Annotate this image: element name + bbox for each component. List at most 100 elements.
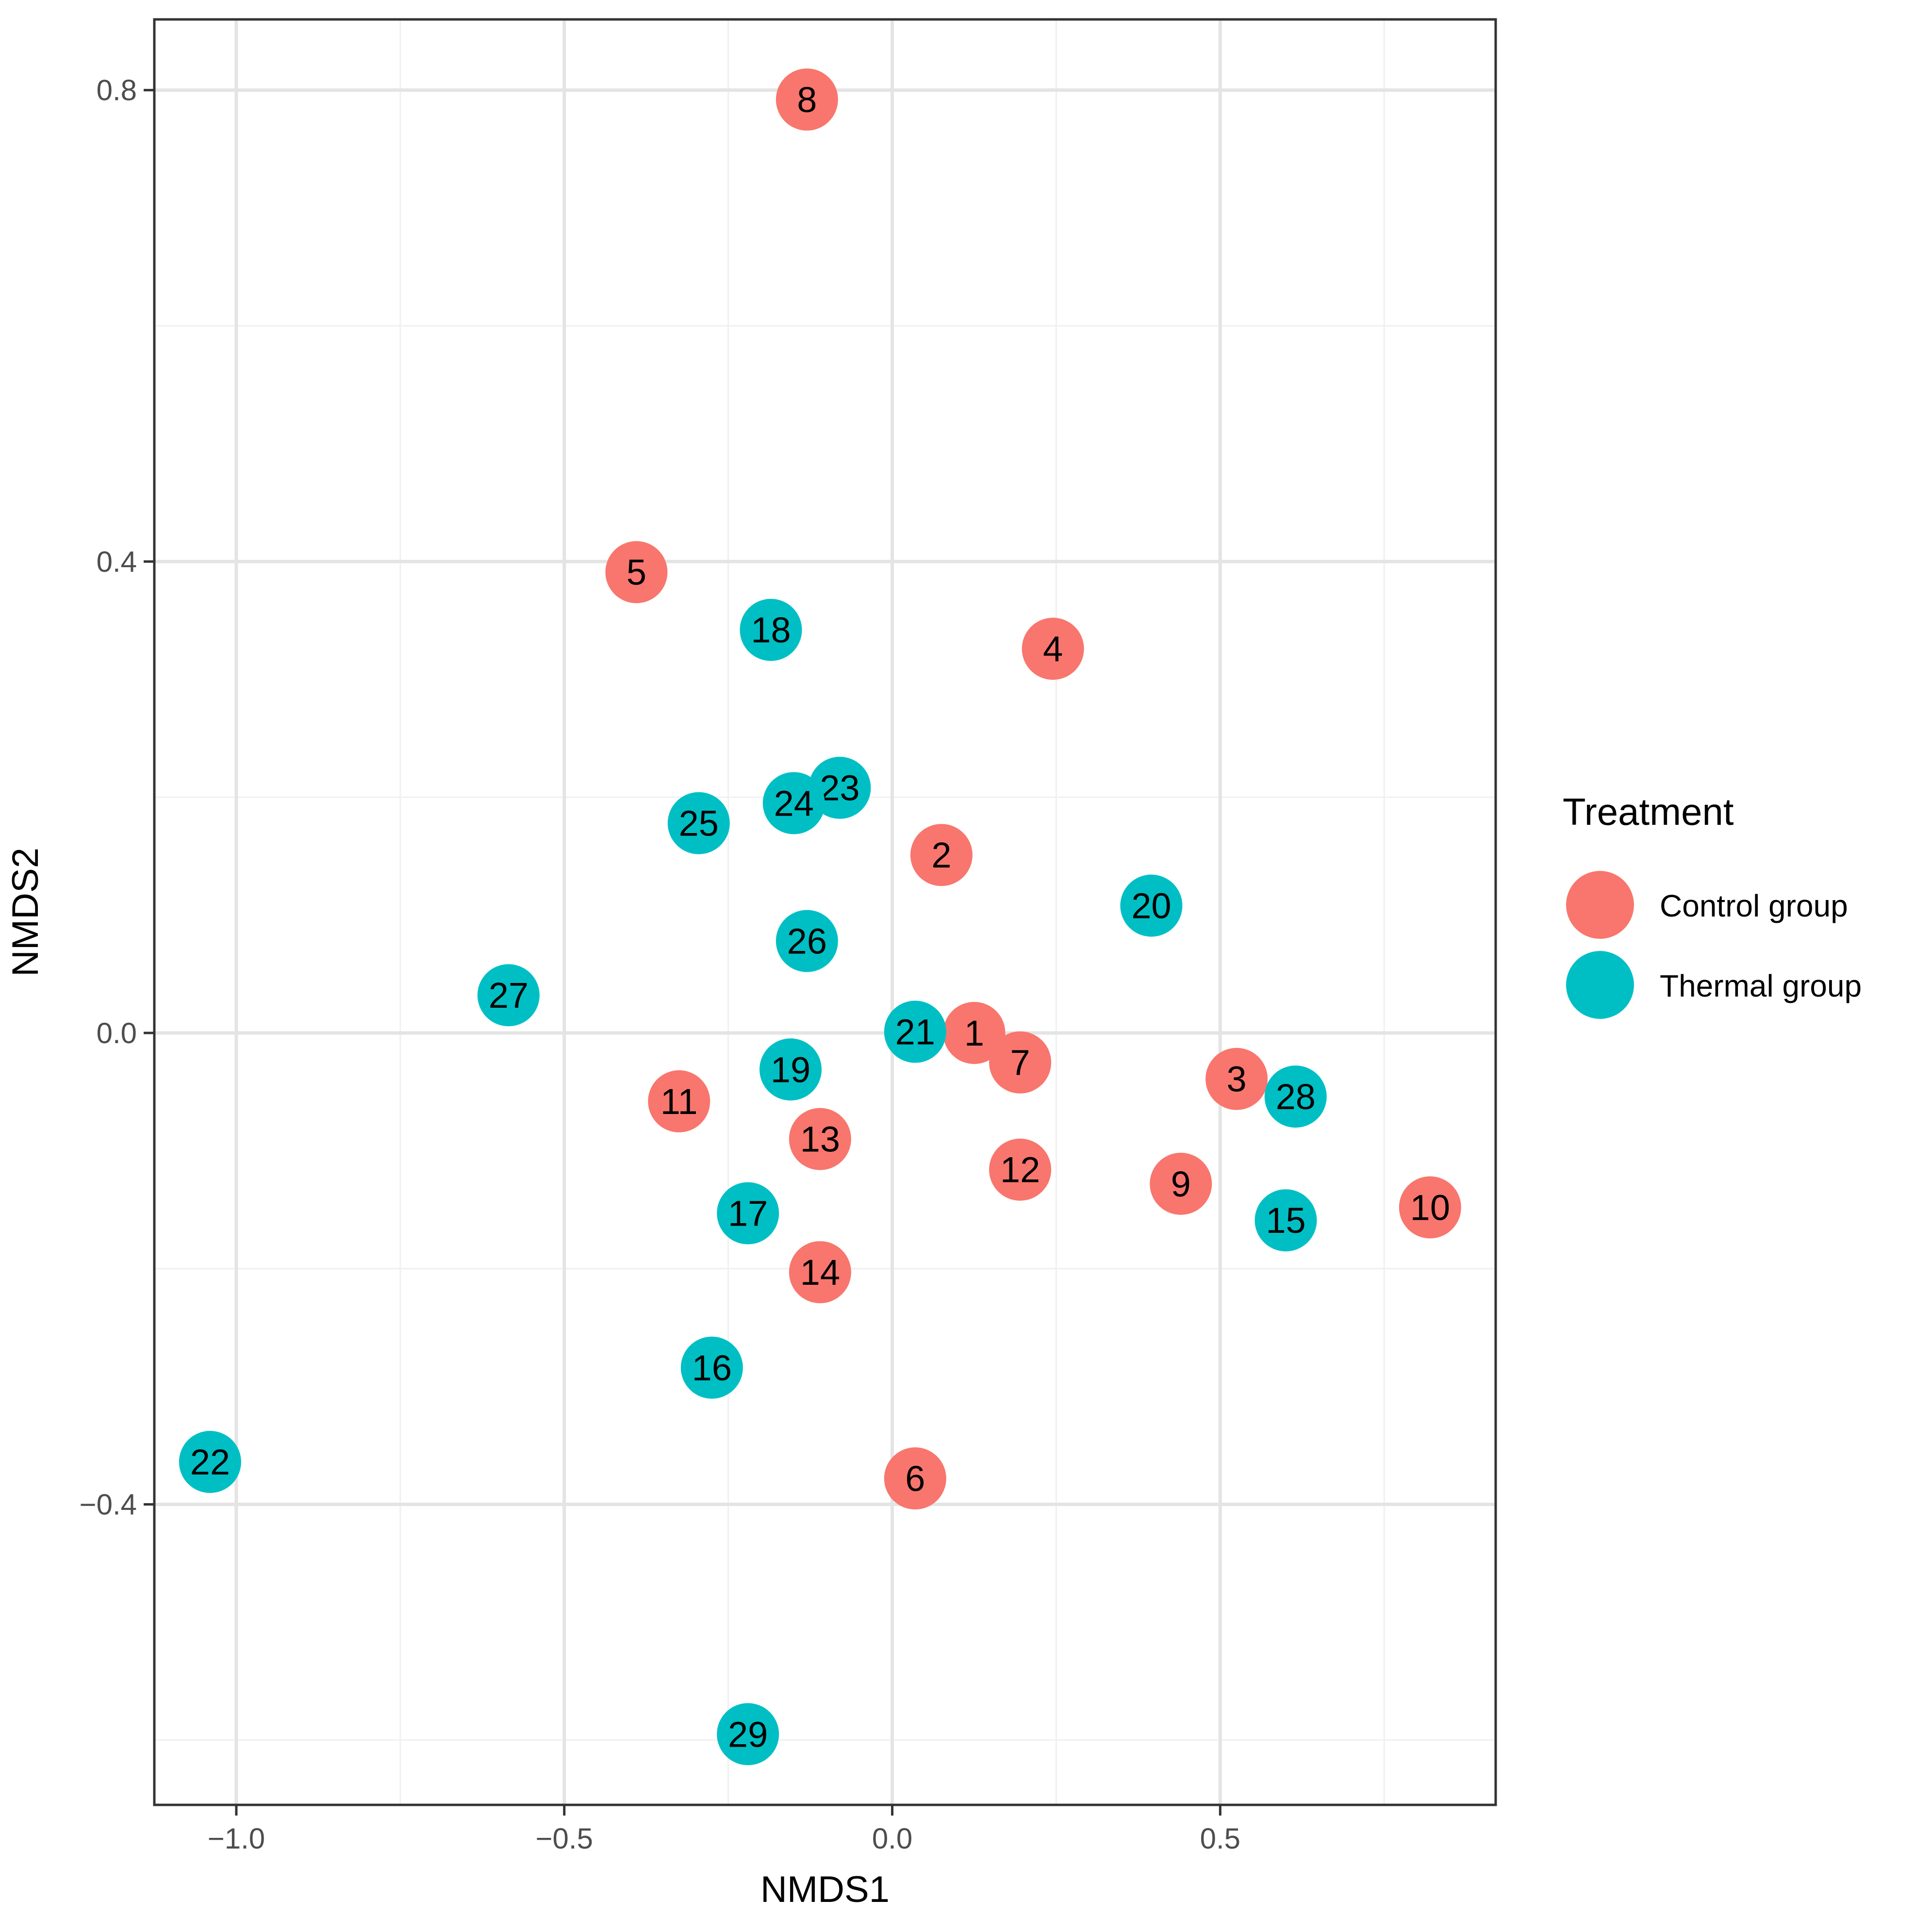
data-point-label: 20 (1131, 886, 1171, 926)
data-point (943, 1001, 1006, 1064)
data-point-label: 26 (787, 921, 827, 962)
data-point-label: 6 (905, 1458, 925, 1499)
data-point-label: 19 (771, 1049, 810, 1090)
data-point-label: 4 (1043, 629, 1063, 669)
data-point-label: 9 (1171, 1164, 1191, 1204)
data-point-group: 14 (789, 1241, 851, 1304)
data-point (884, 1000, 946, 1063)
data-point-label: 3 (1227, 1059, 1247, 1099)
data-point-label: 15 (1266, 1200, 1305, 1241)
data-point-group: 7 (989, 1031, 1052, 1094)
data-point-group: 20 (1120, 874, 1183, 937)
data-point-label: 1 (964, 1013, 984, 1053)
data-point-group: 22 (179, 1431, 241, 1493)
data-point-label: 29 (728, 1714, 768, 1754)
data-point-group: 24 (762, 772, 825, 835)
data-point-label: 14 (800, 1252, 840, 1293)
data-point-group: 26 (776, 910, 838, 972)
data-point-group: 29 (717, 1703, 779, 1766)
data-point (477, 964, 540, 1027)
legend-label: Control group (1660, 888, 1848, 923)
data-point-label: 12 (1000, 1150, 1040, 1190)
data-point (1150, 1152, 1212, 1215)
data-point-label: 24 (774, 783, 814, 823)
data-point-group: 5 (605, 541, 668, 604)
data-point (1120, 874, 1183, 937)
data-point-group: 18 (740, 599, 802, 661)
data-point-group: 1 (943, 1001, 1006, 1064)
data-point (667, 792, 730, 854)
data-point-group: 16 (680, 1336, 743, 1399)
points-layer: 1234567891011121314151617181920212223242… (179, 68, 1461, 1766)
data-point (776, 910, 838, 972)
data-point-label: 17 (728, 1194, 768, 1234)
data-point-label: 27 (489, 975, 528, 1015)
data-point-group: 27 (477, 964, 540, 1027)
data-point-label: 25 (679, 803, 719, 844)
legend-swatch (1566, 951, 1634, 1019)
data-point-group: 8 (776, 68, 838, 131)
data-point (989, 1138, 1052, 1201)
data-point (884, 1447, 946, 1510)
data-point (762, 772, 825, 835)
data-point (740, 599, 802, 661)
panel-border (153, 18, 1497, 1806)
data-point (789, 1241, 851, 1304)
x-tick-label: −0.5 (536, 1822, 593, 1855)
data-point (910, 824, 973, 886)
legend: Treatment Control group Thermal group (1563, 790, 1862, 1019)
data-point (776, 68, 838, 131)
data-point (759, 1038, 822, 1101)
data-point-group: 12 (989, 1138, 1052, 1201)
data-point-group: 25 (667, 792, 730, 854)
x-axis-title: NMDS1 (760, 1869, 890, 1910)
data-point (1264, 1065, 1327, 1128)
data-point-label: 16 (692, 1348, 732, 1388)
data-point (989, 1031, 1052, 1094)
data-point (1399, 1176, 1461, 1239)
data-point-label: 13 (800, 1119, 840, 1160)
data-point-label: 2 (931, 835, 951, 875)
data-point (648, 1070, 710, 1132)
data-point-label: 21 (895, 1012, 935, 1052)
data-point-group: 13 (789, 1108, 851, 1170)
data-point-group: 6 (884, 1447, 946, 1510)
axis-layer: −1.0 −0.5 0.0 0.5 −0.4 0.0 0.4 0.8 NMDS1 NMDS2 (5, 74, 1240, 1910)
x-tick-label: 0.0 (872, 1822, 912, 1855)
data-point-label: 8 (797, 80, 817, 120)
data-point-group: 21 (884, 1000, 946, 1063)
y-tick-label: −0.4 (80, 1489, 137, 1521)
legend-label: Thermal group (1660, 968, 1862, 1003)
data-point-label: 10 (1410, 1187, 1450, 1228)
data-point-group: 19 (759, 1038, 822, 1101)
data-point-label: 5 (627, 552, 646, 592)
data-point-label: 7 (1010, 1043, 1030, 1083)
y-tick-label: 0.8 (97, 74, 137, 107)
data-point-group: 15 (1254, 1189, 1317, 1252)
data-point (179, 1431, 241, 1493)
data-point-group: 9 (1150, 1152, 1212, 1215)
legend-title: Treatment (1563, 790, 1734, 833)
data-point-group: 28 (1264, 1065, 1327, 1128)
data-point (680, 1336, 743, 1399)
data-point (1254, 1189, 1317, 1252)
x-tick-label: 0.5 (1200, 1822, 1240, 1855)
data-point (1022, 618, 1084, 680)
data-point-group: 3 (1205, 1048, 1268, 1110)
data-point-label: 18 (751, 610, 791, 650)
data-point-label: 28 (1276, 1077, 1316, 1117)
data-point-label: 22 (190, 1442, 230, 1482)
data-point-group: 10 (1399, 1176, 1461, 1239)
data-point (605, 541, 668, 604)
y-tick-label: 0.0 (97, 1017, 137, 1049)
data-point-group: 11 (648, 1070, 710, 1132)
data-point-label: 23 (820, 768, 859, 808)
data-point-group: 2 (910, 824, 973, 886)
data-point-group: 17 (717, 1182, 779, 1244)
data-point (717, 1182, 779, 1244)
y-tick-label: 0.4 (97, 545, 137, 578)
grid-layer (154, 19, 1496, 1805)
data-point (717, 1703, 779, 1766)
